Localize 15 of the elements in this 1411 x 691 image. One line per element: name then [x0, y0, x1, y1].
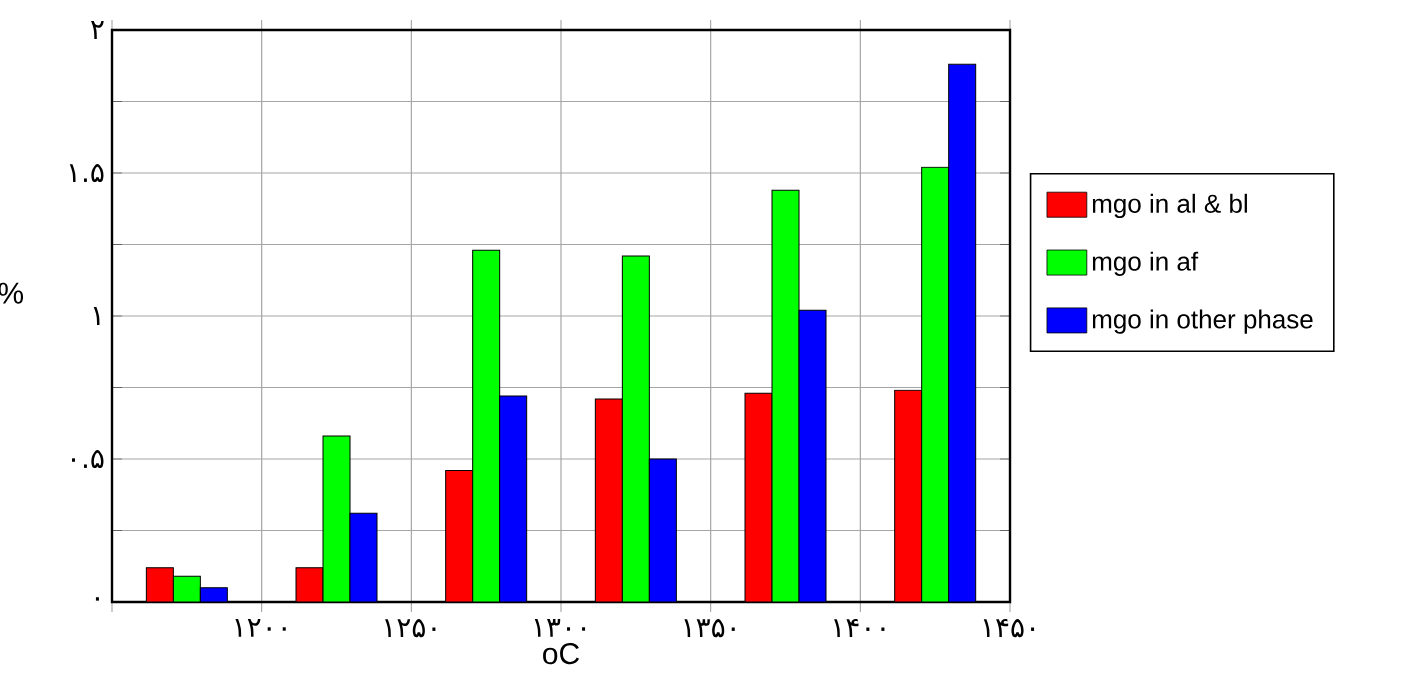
y-tick-label: ۱	[93, 307, 100, 325]
legend-label: mgo in other phase	[1092, 309, 1313, 334]
y-tick-label: ۰.۵	[71, 449, 104, 469]
legend-label: mgo in al & bl	[1092, 193, 1247, 219]
y-tick-label: ۲	[91, 21, 104, 39]
x-tick-label: ۱۲۰۰	[235, 619, 286, 637]
x-tick-label: ۱۲۵۰	[385, 619, 436, 638]
x-tick-label: ۱۴۰۰	[834, 619, 885, 638]
x-tick-label: ۱۳۰۰	[534, 619, 586, 637]
x-tick-label: ۱۴۵۰	[983, 619, 1035, 638]
y-tick-label: ۱.۵	[69, 163, 104, 183]
x-axis-title: oC	[543, 642, 580, 665]
x-tick-label: ۱۳۵۰	[684, 619, 735, 638]
y-tick-label: ۰	[95, 597, 99, 601]
legend-label: mgo in af	[1092, 251, 1199, 276]
